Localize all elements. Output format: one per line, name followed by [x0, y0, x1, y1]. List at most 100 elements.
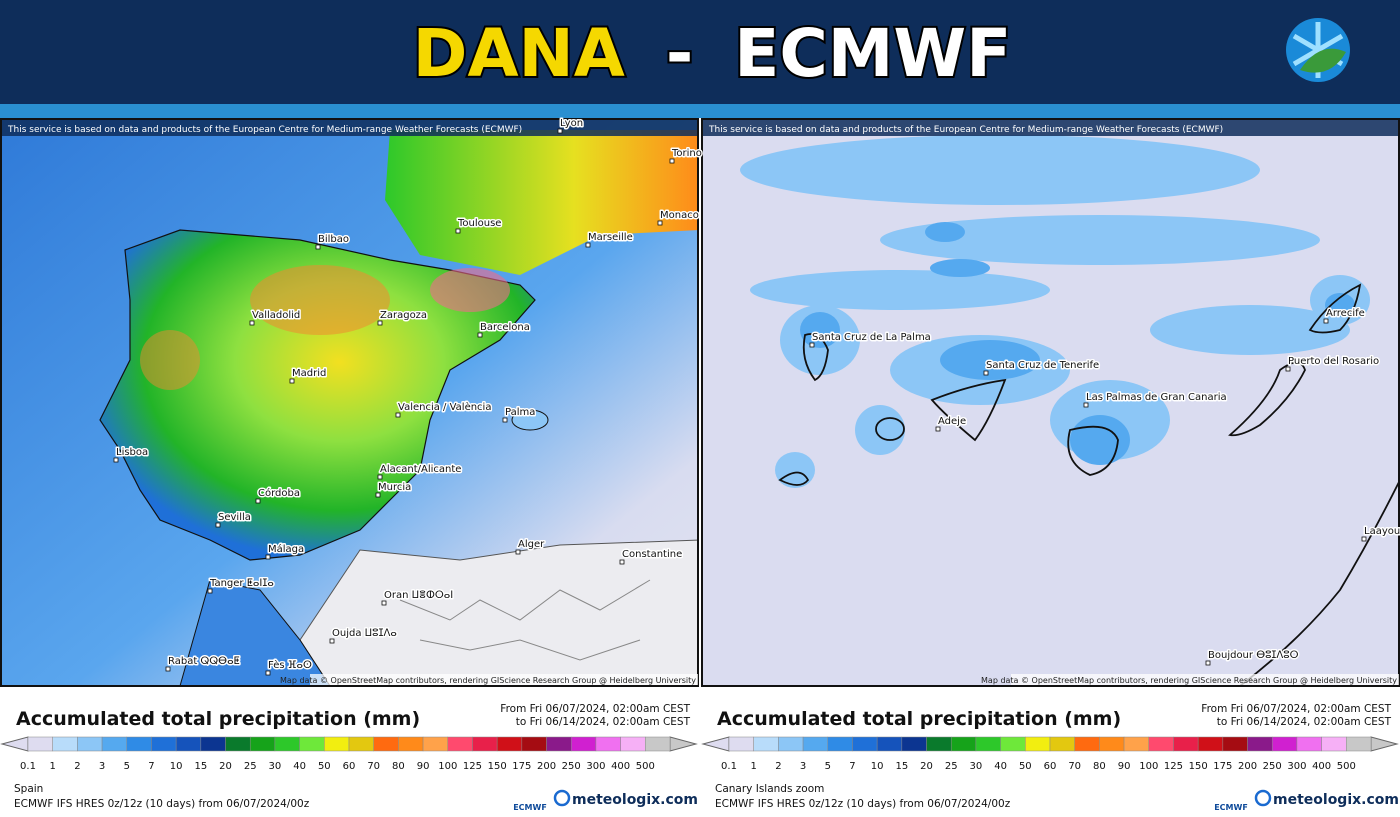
colorbar-box: [299, 736, 325, 752]
city-marker: [455, 228, 461, 234]
colorbar-label: 400: [611, 761, 630, 772]
colorbar-box: [753, 736, 779, 752]
city-label: Laayoune: [1364, 526, 1400, 537]
colorbar-label: 90: [417, 761, 430, 772]
colorbar-label: 15: [895, 761, 908, 772]
date-from: From Fri 06/07/2024, 02:00am CEST: [500, 703, 690, 715]
colorbar-box: [1197, 736, 1224, 752]
city-label: Boujdour ⴱⵓⵊⴷⵓⵔ: [1208, 650, 1299, 661]
title-separator: -: [666, 15, 693, 92]
colorbar-box: [570, 736, 597, 752]
colorbar-box: [225, 736, 251, 752]
colorbar-box: [1123, 736, 1150, 752]
colorbar-box: [496, 736, 523, 752]
region: Spain: [14, 783, 43, 795]
colorbar-label: 125: [1164, 761, 1183, 772]
city-marker: [381, 600, 387, 606]
colorbar-box: [1173, 736, 1199, 752]
map-credit: Map data © OpenStreetMap contributors, r…: [981, 676, 1397, 685]
colorbar-box: [802, 736, 829, 752]
colorbar-box: [101, 736, 128, 752]
city-label: Marseille: [588, 232, 633, 243]
colorbar-box: [827, 736, 853, 752]
colorbar-box: [175, 736, 202, 752]
city-marker: [207, 588, 213, 594]
date-from: From Fri 06/07/2024, 02:00am CEST: [1201, 703, 1391, 715]
city-marker: [619, 559, 625, 565]
colorbar-label: 50: [1019, 761, 1032, 772]
city-label: Málaga: [268, 543, 304, 555]
region: Canary Islands zoom: [715, 783, 824, 795]
city-marker: [289, 378, 295, 384]
colorbar-label: 90: [1118, 761, 1131, 772]
city-marker: [983, 370, 989, 376]
colorbar-box: [852, 736, 878, 752]
ecmwf-logo: ECMWF: [1214, 803, 1248, 812]
header-bar: [0, 0, 1400, 104]
city-label: Arrecife: [1326, 308, 1365, 319]
city-marker: [477, 332, 483, 338]
legend-title: Accumulated total precipitation (mm): [16, 708, 420, 730]
colorbar-box: [249, 736, 276, 752]
colorbar-label: 50: [318, 761, 331, 772]
map-frame: [0, 118, 699, 687]
city-marker: [265, 554, 271, 560]
city-label: Torino: [671, 148, 702, 159]
colorbar-label: 3: [800, 761, 806, 772]
date-to: to Fri 06/14/2024, 02:00am CEST: [516, 716, 691, 728]
colorbar-label: 100: [1139, 761, 1158, 772]
colorbar-label: 7: [849, 761, 855, 772]
colorbar-box: [398, 736, 424, 752]
colorbar-box: [1346, 736, 1372, 752]
brand-icon: [553, 789, 571, 807]
colorbar-box: [1222, 736, 1248, 752]
city-label: Tanger ⵟⴰⵏⵊⴰ: [209, 578, 274, 589]
colorbar-box: [52, 736, 78, 752]
colorbar-label: 40: [994, 761, 1007, 772]
attribution-bar: [2, 120, 697, 136]
city-marker: [255, 498, 261, 504]
model: ECMWF IFS HRES 0z/12z (10 days) from 06/…: [14, 798, 310, 810]
colorbar-label: 25: [244, 761, 257, 772]
city-label: Bilbao: [318, 234, 349, 245]
colorbar-label: 25: [945, 761, 958, 772]
city-marker: [669, 158, 675, 164]
colorbar-label: 7: [148, 761, 154, 772]
city-label: Valencia / València: [398, 401, 491, 413]
city-marker: [377, 474, 383, 480]
city-label: Zaragoza: [380, 310, 427, 321]
brand: meteologix.com: [1273, 792, 1399, 808]
city-label: Puerto del Rosario: [1288, 356, 1379, 367]
city-label: Valladolid: [252, 310, 300, 321]
city-label: Constantine: [622, 549, 682, 560]
colorbar-label: 70: [1068, 761, 1081, 772]
city-marker: [515, 549, 521, 555]
colorbar-label: 1: [751, 761, 757, 772]
colorbar-box: [1296, 736, 1322, 752]
credit-bg: [310, 674, 698, 685]
colorbar-label: 20: [219, 761, 232, 772]
colorbar-label: 3: [99, 761, 105, 772]
colorbar-label: 500: [636, 761, 655, 772]
colorbar-box: [645, 736, 671, 752]
colorbar-label: 20: [920, 761, 933, 772]
colorbar-label: 175: [512, 761, 531, 772]
colorbar-box: [77, 736, 103, 752]
ecmwf-logo: ECMWF: [513, 803, 547, 812]
city-marker: [249, 320, 255, 326]
city-marker: [585, 242, 591, 248]
credit-bg: [1011, 674, 1399, 685]
colorbar-box: [472, 736, 498, 752]
city-marker: [1205, 660, 1211, 666]
colorbar-label: 150: [1189, 761, 1208, 772]
colorbar-box: [151, 736, 177, 752]
colorbar-label: 70: [367, 761, 380, 772]
colorbar-label: 250: [562, 761, 581, 772]
header-title: DANA - ECMWF: [413, 15, 1012, 92]
title-part: ECMWF: [734, 15, 1011, 92]
map-frame: [701, 118, 1400, 687]
colorbar-box: [1025, 736, 1051, 752]
colorbar-label: 0.1: [721, 761, 737, 772]
colorbar-box: [274, 736, 300, 752]
